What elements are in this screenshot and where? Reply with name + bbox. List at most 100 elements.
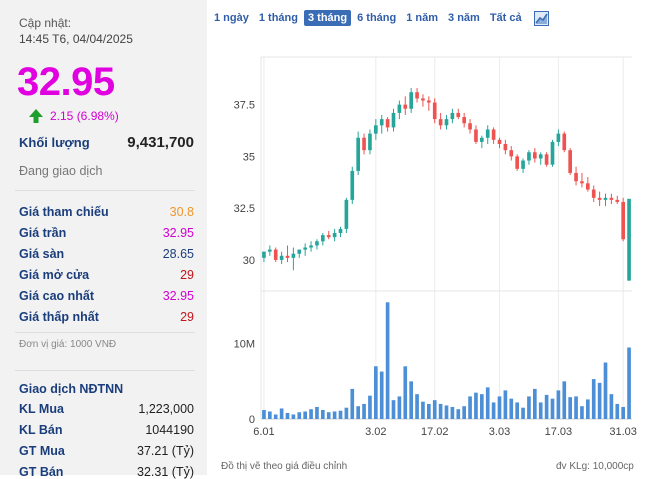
volume-bar (374, 366, 378, 419)
candle-body (350, 170, 355, 200)
tab-1-month[interactable]: 1 tháng (258, 12, 298, 24)
updated-label: Cập nhật: (19, 16, 72, 30)
arrow-up-icon (29, 109, 43, 123)
volume-bar (480, 394, 484, 419)
candle-body (356, 137, 360, 171)
volume-bar (485, 387, 490, 419)
tab-all[interactable]: Tất cả (489, 12, 522, 24)
volume-bar (574, 396, 578, 419)
candle-body (456, 112, 461, 118)
candle-body (538, 154, 543, 159)
candle-body (391, 112, 396, 128)
updated-time: 14:45 T6, 04/04/2025 (19, 32, 133, 46)
tab-1-year[interactable]: 1 năm (406, 12, 439, 24)
chart-expand-icon[interactable] (533, 10, 549, 26)
volume-bar (591, 379, 596, 419)
x-tick-label: 31.03 (609, 426, 637, 438)
volume-bar (533, 388, 537, 419)
stat-row: Giá mở cửa 29 (19, 264, 194, 285)
volume-bar (285, 412, 290, 419)
candle-body (497, 139, 502, 144)
volume-bar (621, 406, 625, 419)
x-tick-label: 3.02 (365, 426, 386, 438)
divider (15, 332, 195, 333)
volume-bar (603, 362, 608, 419)
volume-row: Khối lượng 9,431,700 (19, 134, 194, 151)
x-tick-label: 17.03 (545, 426, 573, 438)
candle-body (574, 172, 578, 182)
stat-label: Giá cao nhất (19, 288, 95, 303)
volume-bar (309, 409, 313, 419)
volume-bar (456, 409, 461, 419)
tab-1-day[interactable]: 1 ngày (214, 12, 249, 24)
candle-body (397, 104, 402, 113)
candle-body (297, 249, 302, 254)
candle-body (515, 156, 519, 169)
divider (15, 370, 195, 371)
tab-6-months[interactable]: 6 tháng (357, 12, 397, 24)
foreign-row: GT Mua 37.21 (Tỷ) (19, 444, 194, 458)
volume-bar (315, 406, 319, 419)
stat-row: Giá cao nhất 32.95 (19, 285, 194, 306)
x-tick-label: 6.01 (253, 426, 274, 438)
volume-bar (544, 394, 549, 419)
price-tick-label: 32.5 (234, 203, 255, 215)
candle-body (374, 125, 378, 134)
foreign-value: 1,223,000 (138, 402, 194, 416)
volume-bar (409, 381, 413, 419)
foreign-label: KL Bán (19, 423, 63, 437)
stat-value: 28.65 (162, 246, 194, 261)
volume-bar (474, 392, 478, 419)
candle-body (544, 154, 549, 165)
volume-bar (403, 366, 408, 419)
volume-bar (362, 403, 366, 419)
tab-3-months[interactable]: 3 tháng (303, 10, 352, 26)
volume-bar (432, 400, 437, 419)
stat-row: Giá tham chiếu 30.8 (19, 201, 194, 222)
candle-body (603, 197, 608, 200)
stat-value: 32.95 (162, 225, 194, 240)
stat-row: Giá thấp nhất 29 (19, 306, 194, 327)
tab-3-years[interactable]: 3 năm (448, 12, 480, 24)
candle-body (615, 199, 620, 202)
volume-bar (332, 411, 337, 419)
candle-body (291, 253, 296, 258)
volume-bar (597, 382, 602, 419)
stock-info-panel (0, 0, 207, 475)
volume-bar (321, 409, 325, 419)
candle-body (462, 117, 466, 124)
volume-bar (462, 406, 466, 419)
x-tick-label: 17.02 (421, 426, 449, 438)
volume-bar (427, 403, 431, 419)
volume-bar (356, 406, 360, 419)
volume-bar (338, 410, 343, 419)
candle-body (344, 199, 349, 229)
candle-body (562, 133, 567, 151)
volume-bar (468, 396, 472, 419)
stat-value: 32.95 (162, 288, 194, 303)
price-tick-label: 35 (243, 151, 255, 163)
volume-bar (586, 399, 590, 419)
volume-bar (550, 398, 555, 419)
candle-body (580, 181, 584, 184)
volume-bar (397, 396, 402, 419)
candle-body (556, 133, 561, 142)
candle-body (550, 141, 555, 165)
volume-value: 9,431,700 (127, 134, 194, 151)
stat-label: Giá mở cửa (19, 267, 90, 282)
candle-body (326, 235, 331, 238)
candle-body (474, 129, 478, 142)
candle-body (262, 251, 266, 258)
candle-body (480, 137, 484, 142)
candle-body (468, 123, 472, 130)
volume-tick-label: 10M (234, 339, 255, 351)
price-tick-label: 30 (243, 255, 255, 267)
current-price: 32.95 (17, 60, 115, 104)
candle-body (609, 197, 614, 200)
foreign-value: 37.21 (Tỷ) (137, 444, 194, 458)
candle-body (427, 100, 431, 103)
candle-body (586, 183, 590, 190)
candle-body (338, 228, 343, 234)
volume-bar (515, 402, 519, 419)
